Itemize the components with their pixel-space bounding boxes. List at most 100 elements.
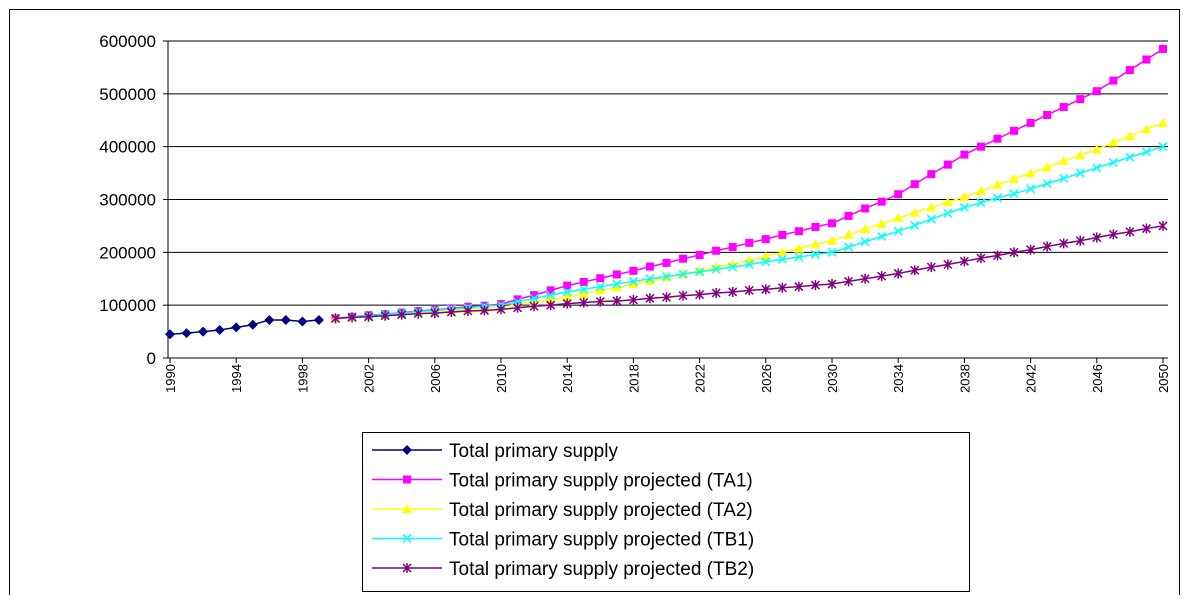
marker bbox=[661, 272, 672, 282]
marker bbox=[546, 300, 556, 311]
marker bbox=[629, 266, 638, 275]
marker bbox=[264, 314, 275, 325]
marker bbox=[280, 314, 291, 325]
marker bbox=[231, 322, 242, 333]
marker bbox=[909, 207, 920, 217]
series-line bbox=[335, 48, 1164, 320]
marker bbox=[529, 301, 539, 312]
marker bbox=[744, 285, 754, 296]
marker bbox=[1075, 235, 1085, 246]
marker bbox=[727, 258, 738, 268]
x-tick-label: 2038 bbox=[957, 364, 972, 393]
marker bbox=[579, 277, 588, 286]
marker bbox=[1010, 126, 1019, 135]
x-tick-label: 2006 bbox=[428, 364, 443, 393]
marker bbox=[1158, 117, 1168, 127]
marker bbox=[910, 265, 920, 276]
marker bbox=[1042, 241, 1052, 252]
marker bbox=[1026, 244, 1036, 255]
marker bbox=[1141, 223, 1151, 234]
marker bbox=[1092, 87, 1101, 96]
marker bbox=[1075, 150, 1086, 160]
marker bbox=[661, 292, 672, 303]
marker bbox=[778, 230, 787, 239]
marker bbox=[695, 289, 705, 300]
x-tick-label: 2030 bbox=[825, 364, 840, 393]
marker bbox=[1009, 247, 1019, 258]
marker bbox=[1141, 147, 1151, 157]
marker bbox=[403, 475, 411, 484]
marker bbox=[976, 142, 985, 151]
marker bbox=[562, 292, 573, 302]
marker bbox=[910, 220, 920, 230]
legend-label: Total primary supply projected (TB2) bbox=[449, 559, 754, 580]
marker bbox=[828, 219, 836, 228]
marker bbox=[1141, 124, 1152, 134]
marker bbox=[1125, 152, 1135, 162]
y-tick-label: 100000 bbox=[99, 296, 156, 315]
marker bbox=[728, 286, 738, 297]
marker bbox=[1025, 168, 1036, 178]
marker bbox=[430, 308, 440, 319]
marker bbox=[611, 282, 622, 292]
marker bbox=[562, 287, 572, 297]
x-tick-label: 2014 bbox=[560, 364, 575, 393]
marker bbox=[711, 288, 721, 299]
marker bbox=[927, 170, 936, 179]
y-tick-label: 0 bbox=[147, 349, 156, 368]
marker bbox=[165, 329, 175, 340]
marker bbox=[347, 312, 357, 323]
marker bbox=[644, 275, 655, 285]
marker bbox=[397, 309, 407, 320]
legend-label: Total primary supply projected (TB1) bbox=[449, 530, 754, 551]
marker bbox=[1125, 66, 1134, 75]
marker bbox=[877, 271, 887, 282]
marker bbox=[844, 242, 854, 252]
marker bbox=[959, 191, 970, 201]
marker bbox=[860, 273, 870, 284]
marker bbox=[446, 307, 456, 318]
y-tick-label: 400000 bbox=[99, 138, 156, 157]
x-tick-label: 2010 bbox=[494, 364, 509, 393]
x-tick-label: 2042 bbox=[1024, 364, 1039, 393]
marker bbox=[595, 285, 606, 295]
marker bbox=[976, 198, 986, 208]
marker bbox=[827, 247, 837, 257]
marker bbox=[297, 316, 308, 327]
marker bbox=[794, 252, 804, 262]
marker bbox=[198, 326, 209, 337]
marker bbox=[595, 282, 605, 292]
marker bbox=[794, 281, 804, 292]
marker bbox=[777, 254, 787, 264]
marker bbox=[876, 218, 887, 228]
marker bbox=[993, 134, 1002, 143]
marker bbox=[877, 231, 887, 242]
marker bbox=[745, 238, 754, 247]
marker bbox=[960, 150, 969, 159]
marker bbox=[926, 214, 936, 224]
marker bbox=[893, 268, 903, 279]
x-tick-label: 1994 bbox=[229, 364, 244, 393]
chart-frame bbox=[9, 9, 1180, 600]
marker bbox=[695, 250, 704, 259]
marker bbox=[1092, 163, 1102, 173]
marker bbox=[1108, 229, 1118, 240]
marker bbox=[1042, 179, 1052, 189]
marker bbox=[827, 235, 837, 245]
marker bbox=[513, 295, 522, 304]
marker bbox=[579, 284, 589, 294]
marker bbox=[612, 270, 621, 279]
x-tick-label: 2002 bbox=[362, 364, 377, 393]
marker bbox=[1059, 173, 1069, 183]
marker bbox=[777, 247, 788, 257]
marker bbox=[810, 239, 821, 249]
marker bbox=[678, 269, 688, 279]
marker bbox=[793, 243, 804, 253]
marker bbox=[777, 282, 787, 293]
marker bbox=[463, 305, 473, 316]
marker bbox=[1091, 144, 1102, 154]
marker bbox=[893, 212, 904, 222]
marker bbox=[810, 280, 820, 291]
marker bbox=[910, 180, 919, 189]
legend-label: Total primary supply projected (TA1) bbox=[449, 471, 753, 492]
